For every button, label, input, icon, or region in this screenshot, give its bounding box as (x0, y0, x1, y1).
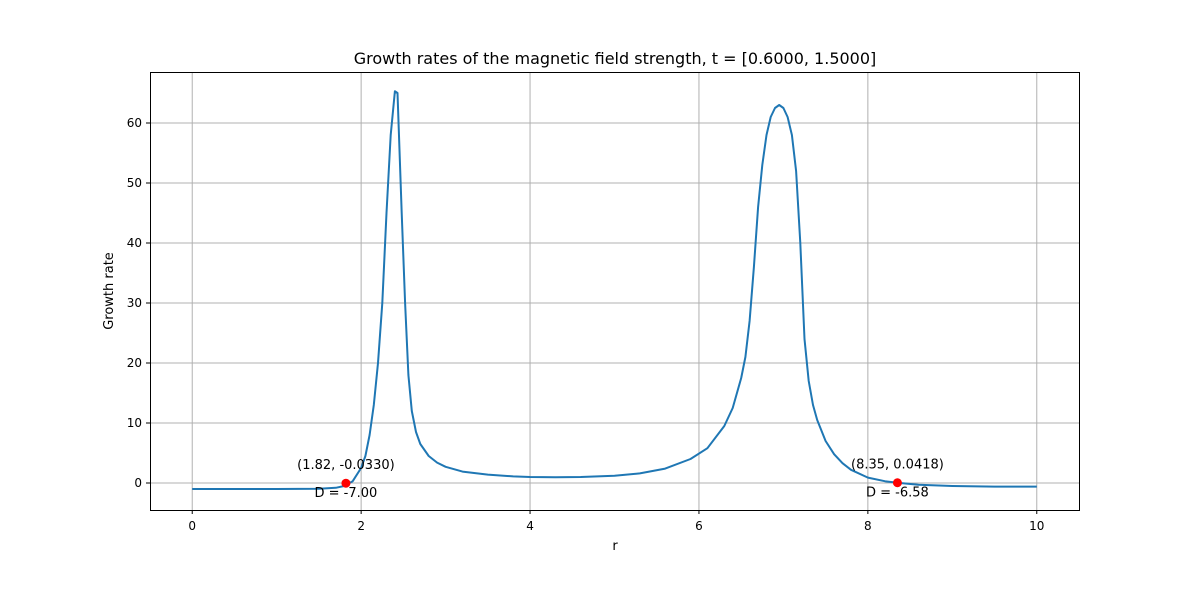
y-axis-label: Growth rate (102, 252, 117, 330)
y-tick-label: 10 (127, 416, 142, 430)
marker-layer: (1.82, -0.0330) D = -7.00 (8.35, 0.0418) D … (297, 458, 944, 501)
y-tick-label: 0 (134, 476, 142, 490)
x-tick-label: 8 (864, 519, 872, 533)
y-tick-label: 50 (127, 176, 142, 190)
chart-title: Growth rates of the magnetic field stren… (354, 49, 877, 68)
x-tick-label: 4 (526, 519, 534, 533)
x-tick-label: 6 (695, 519, 703, 533)
point-d-label: D = -7.00 (315, 486, 378, 501)
highlight-point (892, 478, 902, 488)
grid-layer (150, 72, 1079, 510)
y-tick-label: 40 (127, 236, 142, 250)
y-tick-label: 30 (127, 296, 142, 310)
x-tick-label: 0 (188, 519, 196, 533)
point-d-label: D = -6.58 (866, 486, 929, 501)
highlight-point (341, 478, 351, 488)
y-tick-label: 60 (127, 116, 142, 130)
x-tick-label: 2 (357, 519, 365, 533)
x-tick-label: 10 (1029, 519, 1044, 533)
point-coordinate-label: (1.82, -0.0330) (297, 458, 395, 473)
plot-frame (150, 72, 1080, 511)
y-tick-label: 20 (127, 356, 142, 370)
point-coordinate-label: (8.35, 0.0418) (851, 458, 944, 473)
series-layer (192, 90, 1037, 490)
growth-rate-line (192, 90, 1037, 490)
tick-layer: 0 2 4 6 8 10 0 10 20 30 40 50 60 (127, 116, 1045, 533)
x-axis-label: r (612, 539, 618, 554)
